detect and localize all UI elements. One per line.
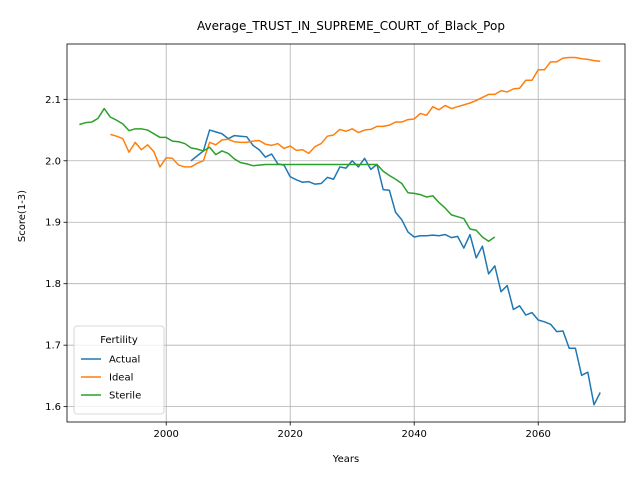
legend-title: Fertility: [100, 335, 138, 346]
y-tick-label: 1.9: [45, 218, 61, 229]
y-tick-label: 1.8: [45, 279, 61, 290]
gridlines: [67, 44, 625, 422]
y-axis-ticks: 1.6 1.7 1.8 1.9 2.0 2.1: [45, 95, 67, 413]
y-tick-label: 1.6: [45, 402, 61, 413]
x-axis-label: Years: [332, 454, 359, 465]
series-line-actual: [190, 129, 601, 406]
legend: Fertility Actual Ideal Sterile: [73, 325, 165, 415]
y-tick-label: 2.0: [45, 156, 61, 167]
x-tick-label: 2040: [401, 429, 426, 440]
legend-label-actual: Actual: [109, 355, 140, 366]
x-axis-ticks: 2000 2020 2040 2060: [153, 422, 551, 440]
y-tick-label: 2.1: [45, 95, 61, 106]
series-line-sterile: [79, 107, 496, 243]
x-tick-label: 2000: [153, 429, 178, 440]
y-axis-label: Score(1-3): [17, 190, 28, 242]
x-tick-label: 2060: [525, 429, 550, 440]
y-tick-label: 1.7: [45, 341, 61, 352]
legend-box: [73, 325, 165, 415]
legend-label-ideal: Ideal: [109, 373, 133, 384]
legend-label-sterile: Sterile: [109, 391, 141, 402]
axes-frame: [66, 43, 626, 423]
chart-title: Average_TRUST_IN_SUPREME_COURT_of_Black_…: [197, 19, 505, 33]
x-tick-label: 2020: [277, 429, 302, 440]
series-line-ideal: [110, 56, 601, 168]
series-lines: [79, 56, 601, 406]
